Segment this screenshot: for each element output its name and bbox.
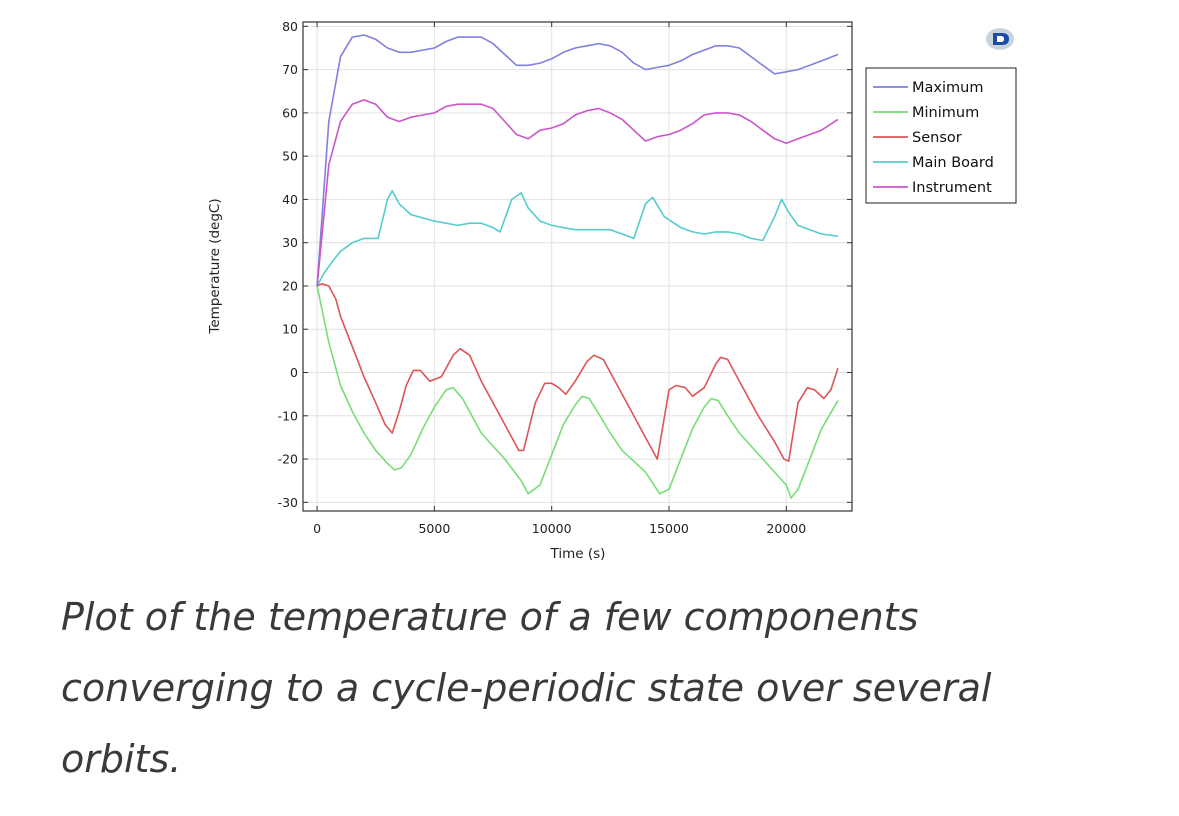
series-line-sensor	[316, 282, 839, 463]
x-tick-label: 20000	[766, 521, 806, 536]
x-axis-label: Time (s)	[550, 546, 606, 562]
series-line-main-board	[316, 190, 839, 287]
y-tick-label: 10	[282, 322, 298, 337]
legend-label-maximum: Maximum	[912, 80, 983, 96]
y-tick-label: -30	[278, 495, 298, 510]
x-tick-label: 15000	[649, 521, 689, 536]
figure-caption: Plot of the temperature of a few compone…	[61, 595, 992, 781]
axis-ticks: 0 5000 10000 15000 20000 -30 -20 -10 0 10 20 30 40 50…	[278, 19, 852, 536]
y-tick-label: 70	[282, 62, 298, 77]
y-tick-label: 60	[282, 105, 298, 120]
y-tick-label: 80	[282, 19, 298, 34]
y-tick-label: 0	[290, 365, 298, 380]
y-tick-label: 20	[282, 278, 298, 293]
legend-label-instrument: Instrument	[912, 180, 992, 196]
series-lines	[316, 34, 839, 499]
plot-frame	[302, 21, 853, 512]
x-tick-label: 10000	[532, 521, 572, 536]
y-tick-label: 30	[282, 235, 298, 250]
legend-items: Maximum Minimum Sensor Main Board Instrument	[873, 80, 994, 196]
legend-label-main-board: Main Board	[912, 155, 994, 171]
y-tick-label: -20	[278, 452, 298, 467]
series-line-instrument	[316, 99, 839, 287]
y-axis-label: Temperature (degC)	[207, 198, 223, 334]
legend-box	[865, 67, 1017, 204]
legend: Maximum Minimum Sensor Main Board Instrument	[865, 67, 1017, 204]
app-logo-icon	[986, 28, 1014, 50]
x-tick-label: 5000	[418, 521, 450, 536]
series-line-maximum	[316, 34, 839, 287]
temperature-chart: 0 5000 10000 15000 20000 -30 -20 -10 0 10 20 30 40 50…	[207, 19, 1017, 562]
grid-lines	[303, 22, 852, 511]
x-tick-label: 0	[313, 521, 321, 536]
y-tick-label: 40	[282, 192, 298, 207]
legend-label-sensor: Sensor	[912, 130, 962, 146]
series-line-minimum	[316, 285, 839, 499]
legend-label-minimum: Minimum	[912, 105, 979, 121]
y-tick-label: -10	[278, 408, 298, 423]
y-tick-label: 50	[282, 149, 298, 164]
